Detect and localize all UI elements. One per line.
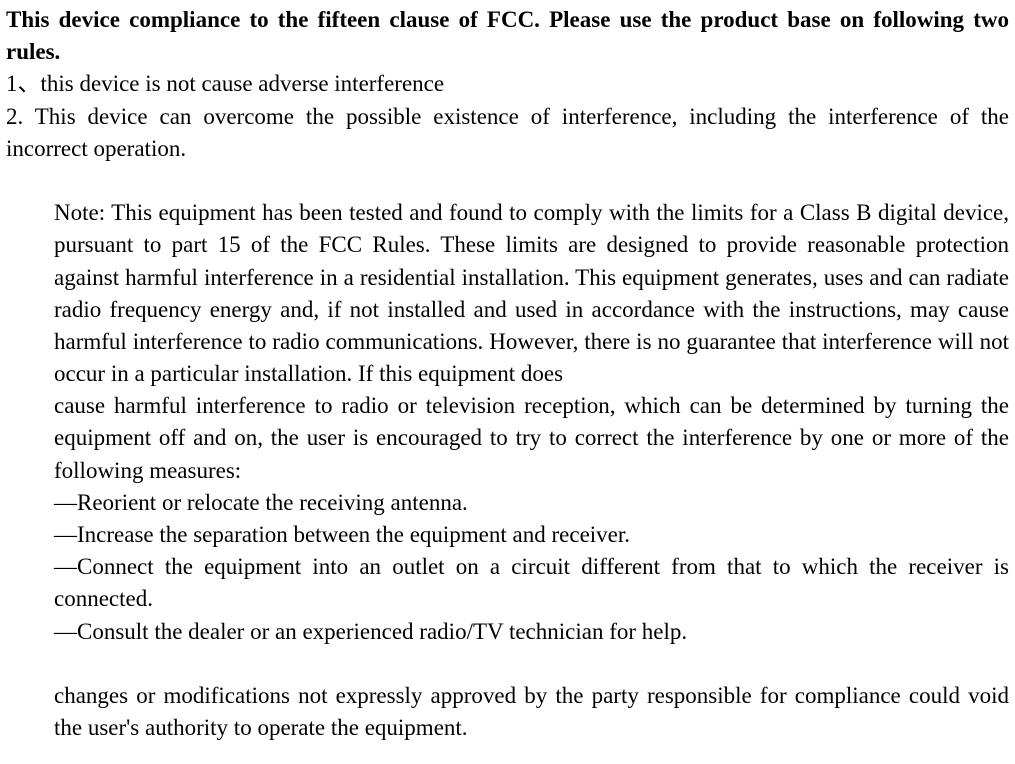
blank-line: [6, 165, 1009, 197]
note-warning: changes or modifications not expressly a…: [54, 680, 1009, 744]
note-measure-4: —Consult the dealer or an experienced ra…: [54, 616, 1009, 648]
note-measure-2: —Increase the separation between the equ…: [54, 519, 1009, 551]
blank-line: [54, 648, 1009, 680]
note-block: Note: This equipment has been tested and…: [54, 197, 1009, 744]
note-measure-3: —Connect the equipment into an outlet on…: [54, 551, 1009, 615]
rule-1: 1、this device is not cause adverse inter…: [6, 68, 1009, 100]
intro-heading: This device compliance to the fifteen cl…: [6, 4, 1009, 68]
note-paragraph-1: Note: This equipment has been tested and…: [54, 197, 1009, 390]
note-measure-1: —Reorient or relocate the receiving ante…: [54, 487, 1009, 519]
note-paragraph-2: cause harmful interference to radio or t…: [54, 390, 1009, 487]
rule-2: 2. This device can overcome the possible…: [6, 101, 1009, 165]
